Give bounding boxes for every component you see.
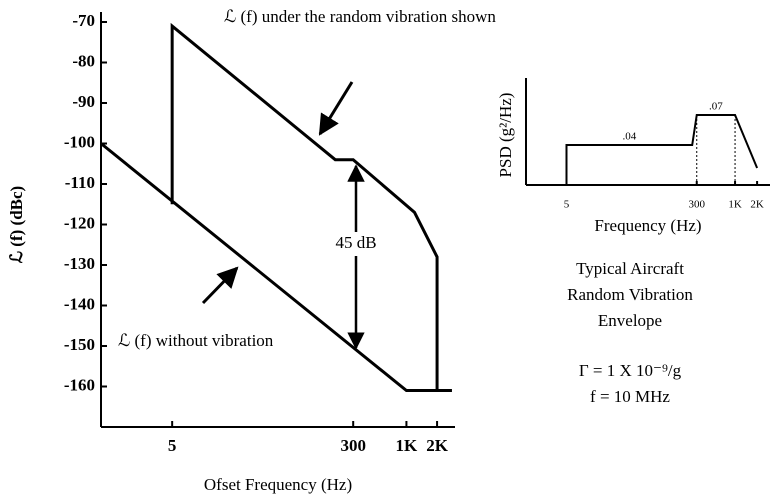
caption: Envelope (598, 311, 662, 330)
y-tick-label: -120 (64, 213, 95, 232)
y-tick-label: -90 (72, 92, 95, 111)
x-tick-label: 5 (168, 436, 177, 455)
annotation: 45 dB (335, 233, 376, 252)
x-axis-label: Frequency (Hz) (594, 216, 701, 235)
value-label: .07 (709, 101, 723, 113)
annotation-arrow (201, 266, 239, 305)
y-tick-label: -100 (64, 132, 95, 151)
series-line (170, 22, 439, 391)
y-tick-label: -160 (64, 375, 95, 394)
value-label: .04 (622, 131, 636, 143)
y-tick-label: -80 (72, 51, 95, 70)
label-background (326, 232, 386, 256)
y-tick-label: -70 (72, 11, 95, 30)
y-tick-label: -140 (64, 294, 95, 313)
y-tick-label: -150 (64, 335, 95, 354)
x-tick-label: 300 (688, 199, 705, 211)
x-tick-label: 1K (728, 199, 742, 211)
x-axis-label: Ofset Frequency (Hz) (204, 475, 352, 494)
x-tick-label: 5 (564, 199, 570, 211)
x-tick-label: 300 (340, 436, 366, 455)
caption: Typical Aircraft (576, 259, 684, 278)
series-line (100, 142, 452, 393)
y-axis-label: PSD (g²/Hz) (496, 93, 515, 178)
x-tick-label: 2K (750, 199, 764, 211)
annotation-arrow (318, 81, 354, 136)
x-tick-label: 1K (396, 436, 419, 455)
y-tick-label: -130 (64, 254, 95, 273)
caption: Random Vibration (567, 285, 693, 304)
y-axis-label: ℒ (f) (dBc) (7, 186, 26, 263)
parameter: Γ = 1 X 10⁻⁹/g (579, 361, 682, 380)
annotation: ℒ (f) under the random vibration shown (224, 7, 496, 26)
parameter: f = 10 MHz (590, 387, 670, 406)
y-tick-label: -110 (65, 173, 95, 192)
annotation: ℒ (f) without vibration (118, 331, 274, 350)
series-line (565, 114, 759, 185)
x-tick-label: 2K (426, 436, 449, 455)
